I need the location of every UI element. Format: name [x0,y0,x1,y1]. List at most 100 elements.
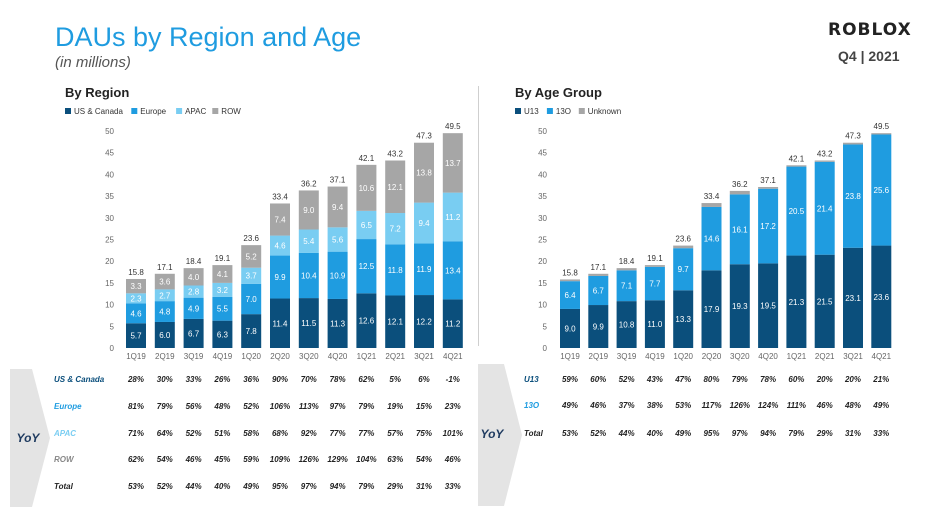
region-yoy-cell-0-5: 90% [272,375,288,384]
region-yoy-cell-1-3: 48% [213,402,230,411]
age-yoy-cell-2-4: 49% [674,429,691,438]
region-data-label-1-2: 4.9 [188,304,200,313]
age-bar-1-9 [814,161,835,255]
region-bar-3-3 [212,265,233,283]
age-total-label-8: 42.1 [789,154,805,163]
region-yoy-cell-1-2: 56% [186,402,202,411]
age-total-label-1: 17.1 [591,263,607,272]
region-bar-2-5 [270,235,290,256]
age-title: By Age Group [515,85,602,100]
region-data-label-3-6: 9.0 [303,206,315,215]
age-yoy-cell-2-6: 97% [732,429,748,438]
region-yoy-cell-0-6: 70% [301,375,317,384]
age-bar-1-1 [588,275,609,306]
age-bar-1-3 [644,266,665,301]
age-data-label-0-2: 10.8 [619,321,635,330]
age-yoy-cell-2-1: 52% [590,429,606,438]
region-bar-3-2 [183,268,204,286]
region-bar-2-11 [442,192,463,242]
region-bar-3-11 [442,133,463,193]
region-xtick-7: 4Q20 [328,352,348,361]
region-data-label-1-10: 11.9 [417,265,433,274]
region-data-label-0-2: 6.7 [188,329,200,338]
region-total-label-2: 18.4 [186,257,202,266]
region-xtick-11: 4Q21 [443,352,463,361]
age-xtick-10: 3Q21 [843,352,863,361]
region-data-label-3-11: 13.7 [445,159,461,168]
age-total-label-2: 18.4 [619,257,635,266]
region-bar-0-11 [442,299,463,348]
age-bar-0-10 [843,247,863,348]
age-bar-1-10 [843,144,863,248]
age-total-label-7: 37.1 [760,176,776,185]
region-yoy-cell-2-8: 77% [358,429,374,438]
region-data-label-1-3: 5.5 [217,305,229,314]
region-legend-swatch-3 [212,108,219,114]
region-yoy-cell-3-0: 62% [128,455,144,464]
region-bar-3-0 [126,278,146,294]
region-yoy-cell-3-4: 59% [243,455,259,464]
region-data-label-1-0: 4.6 [130,309,142,318]
age-yoy-row-name-2: Total [524,429,544,438]
region-data-label-0-7: 11.3 [330,319,346,328]
region-yoy-cell-3-11: 46% [444,455,461,464]
page-title: DAUs by Region and Age [55,22,362,52]
age-data-label-1-6: 16.1 [732,225,748,234]
region-bar-1-6 [298,252,319,299]
age-total-label-3: 19.1 [647,254,663,263]
region-bar-1-0 [126,303,146,324]
age-yoy-cell-0-9: 20% [816,375,833,384]
region-data-label-3-4: 5.2 [246,252,258,261]
age-bar-2-2 [616,268,637,271]
region-yoy-cell-1-9: 19% [387,402,403,411]
age-yoy-cell-2-5: 95% [703,429,719,438]
age-yoy-cell-2-7: 94% [760,429,776,438]
region-legend-label-1: Europe [140,107,166,116]
region-bar-2-2 [183,285,204,298]
region-yoy-cell-3-5: 109% [270,455,290,464]
region-legend-swatch-0 [65,108,71,114]
age-xtick-8: 1Q21 [787,352,807,361]
region-bar-1-1 [154,301,175,322]
age-yoy-row-name-0: U13 [524,375,539,384]
region-bar-2-1 [154,289,175,302]
region-xtick-10: 3Q21 [414,352,434,361]
age-legend-swatch-0 [515,108,521,114]
region-yoy-cell-4-9: 29% [386,482,403,491]
age-xtick-0: 1Q19 [560,352,580,361]
region-xtick-1: 2Q19 [155,352,175,361]
region-data-label-0-6: 11.5 [301,319,317,328]
region-ytick-5: 5 [110,322,115,331]
region-bar-3-10 [414,142,434,203]
age-yoy-row-name-1: 13O [524,401,540,410]
region-bar-2-6 [298,229,319,253]
region-bar-2-3 [212,282,233,297]
age-data-label-1-10: 23.8 [845,192,861,201]
region-data-label-0-3: 6.3 [217,330,229,339]
region-yoy-cell-1-11: 23% [444,402,461,411]
region-data-label-0-9: 12.1 [387,318,403,327]
region-yoy-cell-3-1: 54% [157,455,173,464]
region-yoy-row-name-1: Europe [54,402,82,411]
region-bar-1-3 [212,296,233,321]
region-data-label-2-8: 6.5 [361,221,373,230]
region-data-label-2-10: 9.4 [418,219,430,228]
region-total-label-8: 42.1 [359,154,375,163]
region-data-label-2-6: 5.4 [303,237,315,246]
age-bar-0-7 [758,263,779,348]
region-data-label-3-0: 3.3 [130,282,142,291]
region-xtick-3: 4Q19 [213,352,233,361]
region-data-label-0-10: 12.2 [416,318,432,327]
age-xtick-4: 1Q20 [673,352,693,361]
region-bar-2-0 [126,293,146,304]
region-data-label-2-0: 2.3 [130,294,142,303]
region-xtick-5: 2Q20 [270,352,290,361]
region-yoy-cell-3-2: 46% [185,455,202,464]
region-bar-0-1 [154,321,175,348]
age-bar-1-6 [729,194,750,265]
region-bar-1-7 [327,251,348,299]
region-yoy-cell-4-5: 95% [272,482,288,491]
region-ytick-20: 20 [105,257,114,266]
region-yoy-cell-0-8: 62% [358,375,374,384]
